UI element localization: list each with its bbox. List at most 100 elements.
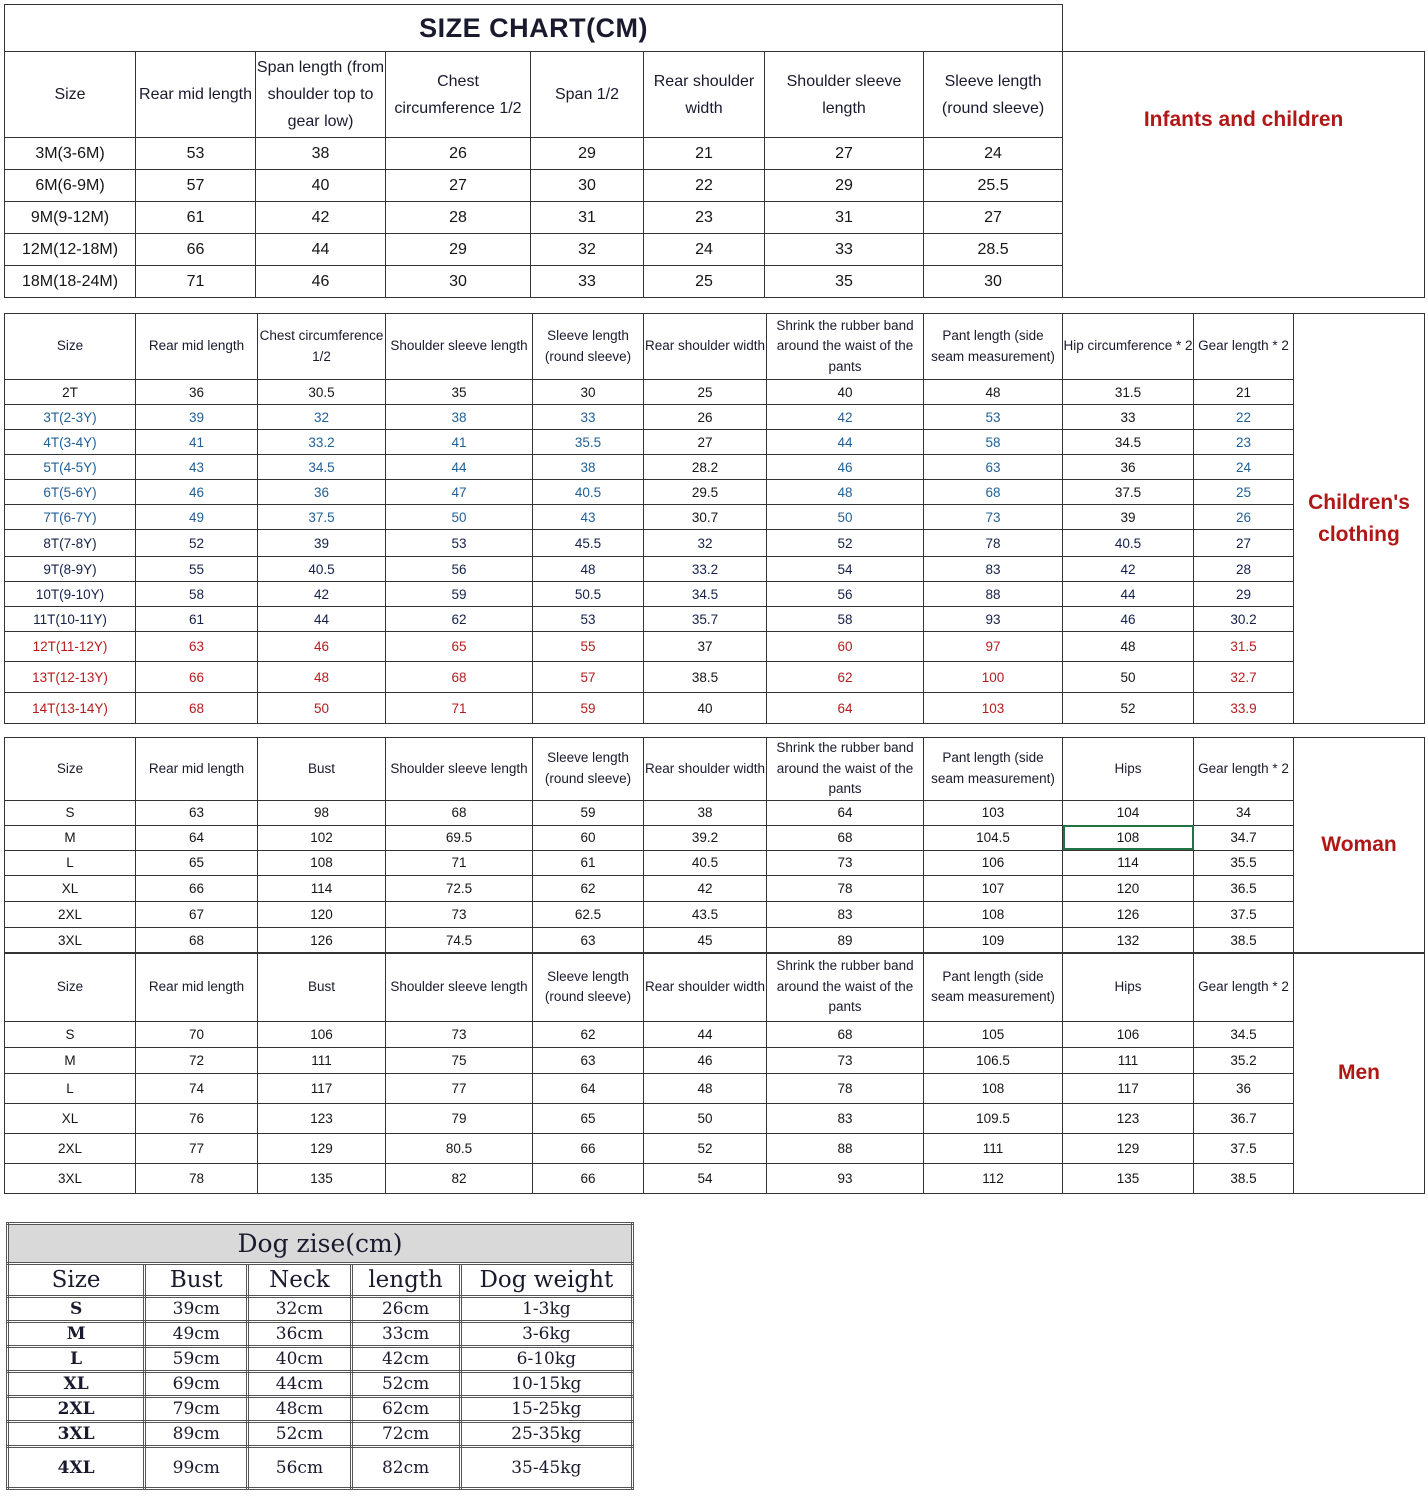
value-cell: 106 xyxy=(257,1021,386,1048)
value-cell: 66 xyxy=(135,874,258,902)
value-cell: 71 xyxy=(135,265,256,298)
value-cell: 77 xyxy=(385,1073,533,1104)
value-cell: 27 xyxy=(1193,529,1294,557)
value-cell: 56 xyxy=(385,556,533,582)
value-cell: 30.5 xyxy=(257,379,386,405)
value-cell: 48 xyxy=(1062,631,1194,662)
header-row: Size Rear mid length Span length (from sho… xyxy=(4,51,1426,298)
value-cell: 36.5 xyxy=(1193,874,1294,902)
size-cell: 11T(10-11Y) xyxy=(4,606,136,632)
column-header: Rear mid length xyxy=(135,737,258,801)
value-cell: 28 xyxy=(385,201,531,234)
value-cell: 63 xyxy=(532,926,644,954)
value-cell: 50 xyxy=(385,504,533,530)
value-cell: 40 xyxy=(643,692,767,724)
value-cell: 61 xyxy=(135,606,258,632)
value-cell: 132 xyxy=(1062,926,1194,954)
value-cell: 40.5 xyxy=(1062,529,1194,557)
size-cell: L xyxy=(5,1345,147,1373)
column-header: Hips xyxy=(1062,952,1194,1022)
size-cell: M xyxy=(5,1320,147,1348)
value-cell: 73 xyxy=(385,1021,533,1048)
value-cell: 27 xyxy=(764,137,924,170)
value-cell: 126 xyxy=(1062,900,1194,928)
woman-section-label: Woman xyxy=(1293,737,1425,954)
value-cell: 33cm xyxy=(349,1320,462,1348)
value-cell: 34.5 xyxy=(257,454,386,480)
value-cell: 36 xyxy=(135,379,258,405)
table-row: 5T(4-5Y) 43 34.5 44 38 28.2 46 63 36 24 xyxy=(4,454,1425,480)
value-cell: 25 xyxy=(643,265,765,298)
value-cell: 46 xyxy=(1062,606,1194,632)
value-cell: 33 xyxy=(532,404,644,430)
value-cell: 79cm xyxy=(143,1395,250,1423)
value-cell: 108 xyxy=(257,849,386,876)
column-header: Span length (from shoulder top to gear l… xyxy=(255,51,386,138)
value-cell: 31.5 xyxy=(1193,631,1294,662)
column-header: Rear mid length xyxy=(135,51,256,138)
value-cell: 25 xyxy=(643,379,767,405)
dog-table-title: Dog zise(cm) xyxy=(6,1222,634,1265)
size-cell: 9T(8-9Y) xyxy=(4,556,136,582)
value-cell: 89cm xyxy=(143,1420,250,1448)
value-cell: 57 xyxy=(135,169,256,202)
value-cell: 35 xyxy=(764,265,924,298)
value-cell: 48 xyxy=(532,556,644,582)
size-cell: M xyxy=(4,824,136,851)
size-cell: 3XL xyxy=(4,1163,136,1194)
column-header: Pant length (side seam measurement) xyxy=(923,737,1063,801)
value-cell: 44cm xyxy=(246,1370,353,1398)
value-cell: 40 xyxy=(255,169,386,202)
value-cell: 31 xyxy=(530,201,644,234)
table-row: 3XL 89cm 52cm 72cm 25-35kg xyxy=(5,1420,635,1448)
value-cell: 93 xyxy=(766,1163,924,1194)
men-section-label: Men xyxy=(1293,952,1425,1194)
value-cell: 31.5 xyxy=(1062,379,1194,405)
column-header: Rear shoulder width xyxy=(643,952,767,1022)
value-cell: 68 xyxy=(385,661,533,693)
value-cell: 43 xyxy=(135,454,258,480)
value-cell: 88 xyxy=(923,581,1063,607)
value-cell: 53 xyxy=(532,606,644,632)
value-cell: 108 xyxy=(923,900,1063,928)
value-cell: 49 xyxy=(135,504,258,530)
value-cell: 120 xyxy=(257,900,386,928)
value-cell: 98 xyxy=(257,799,386,826)
value-cell: 82cm xyxy=(349,1445,462,1490)
value-cell: 21 xyxy=(1193,379,1294,405)
value-cell: 45 xyxy=(643,926,767,954)
table-row: 12T(11-12Y) 63 46 65 55 37 60 97 48 31.5 xyxy=(4,631,1425,662)
column-header: Shoulder sleeve length xyxy=(764,51,924,138)
value-cell: 31 xyxy=(764,201,924,234)
value-cell: 111 xyxy=(257,1047,386,1074)
table-row: 8T(7-8Y) 52 39 53 45.5 32 52 78 40.5 27 xyxy=(4,529,1425,557)
size-cell: 3XL xyxy=(5,1420,147,1448)
woman-size-table: Size Rear mid length Bust Shoulder sleeve l… xyxy=(4,737,1425,954)
value-cell: 1-3kg xyxy=(458,1295,635,1323)
table-row: S 63 98 68 59 38 64 103 104 34 xyxy=(4,799,1425,826)
size-cell: 9M(9-12M) xyxy=(4,201,136,234)
size-cell: 7T(6-7Y) xyxy=(4,504,136,530)
value-cell: 23 xyxy=(1193,429,1294,455)
table-row: XL 69cm 44cm 52cm 10-15kg xyxy=(5,1370,635,1398)
value-cell: 33.2 xyxy=(643,556,767,582)
value-cell: 108 xyxy=(923,1073,1063,1104)
value-cell: 77 xyxy=(135,1133,258,1164)
value-cell: 64 xyxy=(766,799,924,826)
value-cell: 22 xyxy=(643,169,765,202)
chart-title: SIZE CHART(CM) xyxy=(3,4,1064,52)
value-cell: 72cm xyxy=(349,1420,462,1448)
table-row: XL 76 123 79 65 50 83 109.5 123 36.7 xyxy=(4,1103,1425,1134)
value-cell: 30.7 xyxy=(643,504,767,530)
value-cell: 26 xyxy=(1193,504,1294,530)
value-cell: 78 xyxy=(923,529,1063,557)
value-cell: 73 xyxy=(766,1047,924,1074)
column-header: Sleeve length (round sleeve) xyxy=(532,952,644,1022)
value-cell: 33 xyxy=(530,265,644,298)
value-cell: 50 xyxy=(643,1103,767,1134)
size-cell: 2XL xyxy=(5,1395,147,1423)
value-cell: 42 xyxy=(255,201,386,234)
value-cell: 62 xyxy=(532,874,644,902)
value-cell: 44 xyxy=(643,1021,767,1048)
value-cell: 15-25kg xyxy=(458,1395,635,1423)
